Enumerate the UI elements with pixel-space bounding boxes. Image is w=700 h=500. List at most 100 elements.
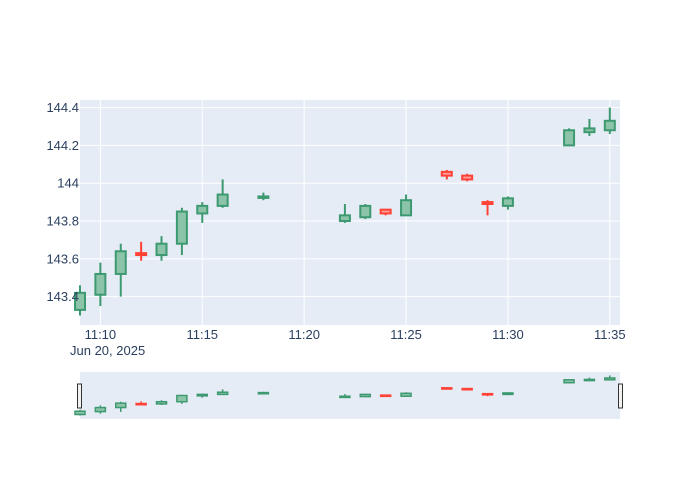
rangeslider-candle-body [604,377,616,381]
candle[interactable] [359,203,372,220]
candle[interactable] [379,208,392,216]
candle[interactable] [94,262,107,307]
candle[interactable] [583,118,596,136]
rangeslider-candle-body [481,392,494,396]
rangeslider-candle [604,375,616,381]
rangeslider-candle [563,379,575,384]
x-tick-label: 11:20 [288,327,320,342]
rangeslider-candle [216,389,229,396]
candle[interactable] [196,202,209,223]
candle-body [257,195,270,199]
candle[interactable] [175,207,188,256]
candle[interactable] [114,243,127,297]
candle-body [359,204,372,219]
rangeslider-candle-body [379,394,392,398]
rangeslider-candle [583,377,596,382]
candle[interactable] [135,241,148,261]
y-axis-ticks: 143.4 143.6 143.8 144 144.2 144.4 [46,100,79,304]
x-tick-label: 11:30 [492,327,524,342]
candle-body [155,242,168,257]
candle-body [400,199,413,217]
rangeslider-candle [115,401,127,412]
candle[interactable] [563,128,576,147]
x-tick-label: 11:15 [186,327,218,342]
rangeslider-candle-body [400,392,412,397]
x-tick-label: 11:35 [594,327,626,342]
rangeslider-candle [379,394,392,398]
candle-body [379,208,392,215]
candle[interactable] [338,203,351,223]
candle-body [583,127,596,134]
rangeslider-candle [400,392,412,397]
rangeslider-candle-body [74,410,86,416]
candle[interactable] [257,192,270,201]
rangeslider-candle-body [135,402,147,406]
candle-body [94,272,107,296]
candle-body [440,170,453,177]
rangeslider-candle-body [339,395,351,399]
candles[interactable] [74,107,616,316]
y-tick-label: 143.6 [46,251,79,266]
candle-body [501,197,514,207]
candle-body [175,210,188,245]
candle[interactable] [461,173,474,182]
rangeslider-candle [441,387,453,390]
rangeslider-candle-body [359,393,372,398]
rangeslider-candle-body [155,400,168,405]
rangeslider-candle [155,400,168,405]
candle-body [196,204,209,215]
rangeslider-candle [502,392,514,396]
rangeslider-candle [339,394,351,399]
candle[interactable] [481,200,494,216]
candle-body [481,201,494,205]
rangeslider-candle-body [115,402,127,409]
rangeslider-candle-body [583,378,596,382]
rangeslider-candle-body [563,379,575,384]
y-tick-label: 143.8 [46,214,79,229]
y-tick-label: 144.4 [46,100,79,115]
rangeslider-candle [461,387,473,391]
y-tick-label: 144 [57,176,79,191]
candle-body [74,291,86,311]
candle-body [563,129,576,147]
candle[interactable] [155,236,168,261]
x-tick-label: 11:25 [390,327,422,342]
rangeslider-right-handle[interactable] [618,383,623,409]
rangeslider-candle [94,405,107,414]
y-tick-label: 144.2 [46,138,79,153]
candle[interactable] [216,179,229,208]
candle[interactable] [501,196,514,210]
rangeslider-candle-body [196,393,209,397]
main-plot-background [80,100,620,325]
y-tick-label: 143.4 [46,289,79,304]
candle[interactable] [440,169,453,180]
x-axis-date-label: Jun 20, 2025 [70,343,145,358]
rangeslider-candle [135,401,147,406]
rangeslider-candle [481,392,494,397]
x-tick-label: 11:10 [85,327,117,342]
rangeslider-candle-body [502,392,514,396]
candle-body [216,193,229,207]
rangeslider-candle [176,394,188,404]
rangeslider-candle-body [441,387,453,390]
candle-body [135,252,148,257]
candle-body [461,174,474,181]
rangeslider-left-handle[interactable] [77,383,82,409]
candle[interactable] [400,194,413,217]
candle-body [114,250,127,275]
rangeslider-candle [359,393,372,398]
rangeslider-candle-body [176,394,188,403]
rangeslider-candles [74,375,616,416]
rangeslider-candle-body [94,406,107,413]
rangeslider-candle [196,393,209,398]
candle[interactable] [74,285,86,316]
rangeslider-candle [74,409,86,416]
rangeslider-candle [257,391,270,395]
x-axis-ticks: 11:10 11:15 11:20 11:25 11:30 11:35 [85,327,626,342]
candle[interactable] [603,107,616,135]
rangeslider-candle-body [216,391,229,396]
rangeslider-candle-body [461,387,473,391]
candle-body [338,214,351,223]
rangeslider-candle-body [257,391,270,395]
